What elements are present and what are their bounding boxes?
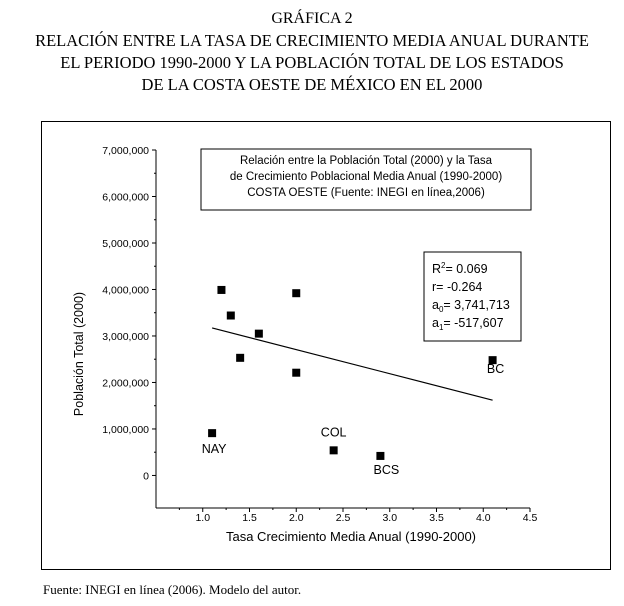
point-label-bc: BC (487, 362, 504, 376)
x-tick-label: 1.5 (242, 512, 257, 524)
regression-stat-line: a0= 3,741,713 (432, 298, 510, 314)
x-tick-label: 3.0 (382, 512, 397, 524)
chart-title-line: Relación entre la Población Total (2000)… (240, 155, 493, 167)
point-label-bcs: BCS (374, 463, 400, 477)
y-tick-label: 4,000,000 (102, 284, 149, 296)
y-tick-label: 7,000,000 (102, 145, 149, 157)
data-point (217, 285, 226, 294)
data-point (292, 368, 301, 377)
x-tick-label: 2.0 (289, 512, 304, 524)
chart-title-line: COSTA OESTE (Fuente: INEGI en línea,2006… (247, 187, 485, 199)
y-tick-label: 1,000,000 (102, 424, 149, 436)
regression-line (211, 327, 493, 401)
x-tick-label: 4.0 (476, 512, 491, 524)
regression-stat-line: r= -0.264 (432, 280, 482, 294)
x-axis-label: Tasa Crecimiento Media Anual (1990-2000) (226, 529, 476, 544)
x-tick-label: 2.5 (336, 512, 351, 524)
data-point (236, 353, 245, 362)
regression-stat-line: a1= -517,607 (432, 316, 504, 332)
chart-title-box (200, 148, 532, 211)
regression-stats-box (423, 251, 522, 342)
data-point (376, 451, 385, 460)
figure-title-line-3: DE LA COSTA OESTE DE MÉXICO EN EL 2000 (141, 75, 483, 94)
y-tick-label: 2,000,000 (102, 377, 149, 389)
figure-title-line-2: EL PERIODO 1990-2000 Y LA POBLACIÓN TOTA… (60, 53, 564, 72)
data-point (226, 311, 235, 320)
y-tick-label: 3,000,000 (102, 331, 149, 343)
regression-stat-line: R2= 0.069 (432, 261, 488, 276)
data-point (329, 446, 338, 455)
data-point (488, 356, 497, 365)
y-tick-label: 0 (143, 470, 149, 482)
data-point (292, 289, 301, 298)
chart-title-line: de Crecimiento Poblacional Media Anual (… (230, 171, 503, 183)
x-tick-label: 1.0 (195, 512, 210, 524)
y-axis-label: Población Total (2000) (72, 292, 86, 416)
source-note: Fuente: INEGI en línea (2006). Modelo de… (43, 582, 302, 597)
chart-frame (41, 121, 611, 570)
data-point (254, 329, 263, 338)
figure-title-line-1: RELACIÓN ENTRE LA TASA DE CRECIMIENTO ME… (35, 31, 589, 50)
x-tick-label: 4.5 (523, 512, 538, 524)
x-tick-label: 3.5 (429, 512, 444, 524)
y-tick-label: 6,000,000 (102, 191, 149, 203)
figure-number: GRÁFICA 2 (271, 10, 353, 27)
point-label-col: COL (321, 425, 347, 439)
point-label-nay: NAY (202, 442, 227, 456)
data-point (208, 429, 217, 438)
figure-title-block: GRÁFICA 2 RELACIÓN ENTRE LA TASA DE CREC… (0, 8, 624, 96)
y-tick-label: 5,000,000 (102, 238, 149, 250)
